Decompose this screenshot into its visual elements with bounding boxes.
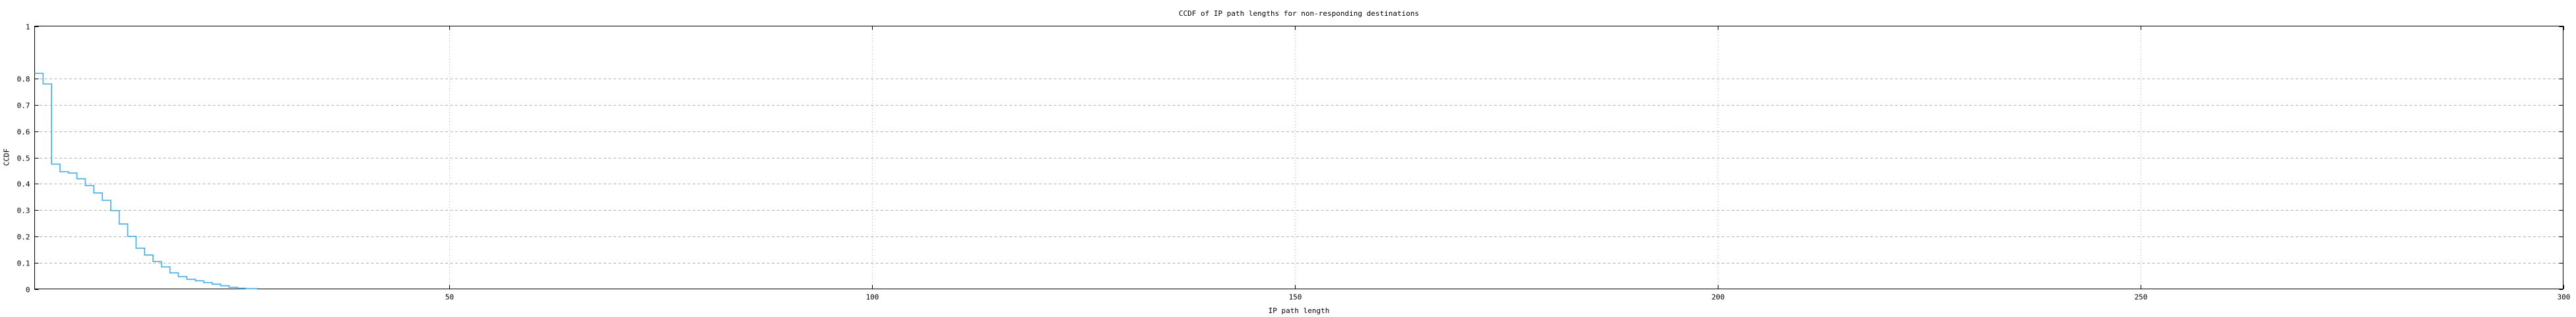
y-tick-label: 1 — [26, 23, 30, 32]
y-tick-label: 0.7 — [17, 102, 30, 110]
y-tick-label: 0.6 — [17, 128, 30, 137]
y-tick-label: 0 — [26, 286, 30, 295]
y-tick-label: 0.4 — [17, 180, 30, 189]
y-tick-label: 0.3 — [17, 207, 30, 215]
x-tick-label: 200 — [1712, 293, 1725, 302]
y-tick-label: 0.8 — [17, 75, 30, 84]
x-tick-label: 250 — [2135, 293, 2148, 302]
x-tick-label: 50 — [445, 293, 454, 302]
x-axis-label: IP path length — [1268, 306, 1330, 315]
x-tick-label: 150 — [1289, 293, 1302, 302]
ccdf-curve — [34, 73, 258, 289]
chart-title: CCDF of IP path lengths for non-respondi… — [1178, 9, 1420, 18]
y-tick-label: 0.5 — [17, 155, 30, 163]
x-tick-label: 100 — [866, 293, 879, 302]
y-tick-label: 0.2 — [17, 233, 30, 242]
plot-border — [34, 26, 2563, 289]
x-tick-label: 300 — [2558, 293, 2571, 302]
y-tick-label: 0.1 — [17, 260, 30, 268]
